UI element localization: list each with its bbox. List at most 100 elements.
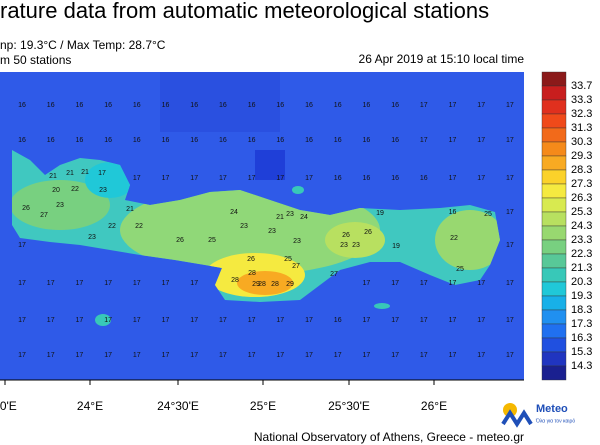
colorbar-box bbox=[541, 323, 567, 339]
station-value: 29 bbox=[286, 281, 294, 288]
station-value: 17 bbox=[363, 352, 371, 359]
colorbar-label: 29.3 bbox=[571, 150, 592, 162]
colorbar-box bbox=[541, 365, 567, 381]
station-value: 17 bbox=[477, 352, 485, 359]
station-value: 28 bbox=[248, 270, 256, 277]
station-value: 23 bbox=[293, 238, 301, 245]
station-value: 25 bbox=[456, 266, 464, 273]
x-axis-label: 24°E bbox=[77, 399, 103, 413]
colorbar-label: 28.3 bbox=[571, 164, 592, 176]
colorbar-label: 19.3 bbox=[571, 290, 592, 302]
station-value: 17 bbox=[477, 102, 485, 109]
station-value: 17 bbox=[248, 175, 256, 182]
station-value: 22 bbox=[108, 223, 116, 230]
station-value: 16 bbox=[104, 137, 112, 144]
logo-tagline: Όλα για τον καιρό bbox=[535, 417, 575, 424]
station-value: 25 bbox=[484, 211, 492, 218]
station-value: 17 bbox=[477, 280, 485, 287]
colorbar-label: 33.3 bbox=[571, 94, 592, 106]
station-value: 21 bbox=[126, 206, 134, 213]
station-value: 17 bbox=[305, 317, 313, 324]
station-value: 24 bbox=[230, 209, 238, 216]
colorbar-label: 20.3 bbox=[571, 276, 592, 288]
station-value: 16 bbox=[248, 137, 256, 144]
colorbar-box bbox=[541, 85, 567, 101]
station-value: 16 bbox=[449, 209, 457, 216]
colorbar-box bbox=[541, 197, 567, 213]
station-value: 17 bbox=[133, 317, 141, 324]
station-value: 17 bbox=[305, 175, 313, 182]
station-value: 17 bbox=[133, 280, 141, 287]
logo: Meteo Όλα για τον καιρό bbox=[501, 403, 575, 428]
colorbar-box bbox=[541, 253, 567, 269]
station-value: 23 bbox=[340, 242, 348, 249]
colorbar-box bbox=[541, 99, 567, 115]
station-value: 21 bbox=[276, 214, 284, 221]
station-value: 17 bbox=[276, 352, 284, 359]
station-value: 17 bbox=[506, 242, 514, 249]
station-value: 16 bbox=[47, 137, 55, 144]
station-value: 17 bbox=[190, 352, 198, 359]
colorbar-box bbox=[541, 351, 567, 367]
station-value: 17 bbox=[506, 175, 514, 182]
colorbar-label: 16.3 bbox=[571, 332, 592, 344]
station-value: 16 bbox=[76, 137, 84, 144]
station-value: 17 bbox=[162, 352, 170, 359]
station-value: 29 bbox=[252, 281, 260, 288]
station-value: 17 bbox=[18, 242, 26, 249]
station-value: 16 bbox=[363, 137, 371, 144]
title: rature data from automatic meteorologica… bbox=[0, 0, 489, 23]
sea bbox=[255, 150, 285, 180]
station-value: 25 bbox=[208, 237, 216, 244]
station-value: 16 bbox=[248, 102, 256, 109]
station-value: 26 bbox=[247, 256, 255, 263]
colorbar-label: 25.3 bbox=[571, 206, 592, 218]
station-value: 16 bbox=[363, 102, 371, 109]
colorbar-box bbox=[541, 239, 567, 255]
station-value: 17 bbox=[420, 137, 428, 144]
sea bbox=[160, 72, 280, 132]
subtitle: m 50 stations bbox=[0, 53, 71, 67]
station-value: 17 bbox=[276, 175, 284, 182]
station-value: 17 bbox=[506, 102, 514, 109]
station-value: 28 bbox=[231, 277, 239, 284]
station-value: 27 bbox=[330, 271, 338, 278]
station-value: 17 bbox=[47, 352, 55, 359]
station-value: 26 bbox=[364, 229, 372, 236]
station-value: 16 bbox=[334, 175, 342, 182]
station-value: 17 bbox=[391, 280, 399, 287]
x-axis-label: 30'E bbox=[0, 399, 17, 413]
colorbar-label: 31.3 bbox=[571, 122, 592, 134]
colorbar-box bbox=[541, 337, 567, 353]
colorbar-label: 21.3 bbox=[571, 262, 592, 274]
station-value: 22 bbox=[450, 235, 458, 242]
colorbar-label: 23.3 bbox=[571, 234, 592, 246]
colorbar-box bbox=[541, 127, 567, 143]
colorbar-box bbox=[541, 113, 567, 129]
station-value: 17 bbox=[18, 280, 26, 287]
station-value: 17 bbox=[449, 137, 457, 144]
station-value: 23 bbox=[352, 242, 360, 249]
station-value: 17 bbox=[477, 137, 485, 144]
x-axis-label: 25°30'E bbox=[328, 399, 370, 413]
station-value: 26 bbox=[22, 205, 30, 212]
station-value: 16 bbox=[305, 137, 313, 144]
station-value: 17 bbox=[506, 137, 514, 144]
colorbar-box bbox=[541, 309, 567, 325]
colorbar-box bbox=[541, 281, 567, 297]
station-value: 17 bbox=[506, 352, 514, 359]
colorbar-label: 17.3 bbox=[571, 318, 592, 330]
station-value: 16 bbox=[47, 102, 55, 109]
logo-name: Meteo bbox=[536, 403, 568, 415]
station-value: 17 bbox=[76, 317, 84, 324]
station-value: 22 bbox=[135, 223, 143, 230]
station-value: 23 bbox=[88, 234, 96, 241]
station-value: 16 bbox=[190, 137, 198, 144]
station-value: 16 bbox=[18, 102, 26, 109]
station-value: 16 bbox=[363, 175, 371, 182]
station-value: 17 bbox=[219, 352, 227, 359]
station-value: 17 bbox=[391, 352, 399, 359]
station-value: 17 bbox=[477, 175, 485, 182]
station-value: 16 bbox=[219, 137, 227, 144]
